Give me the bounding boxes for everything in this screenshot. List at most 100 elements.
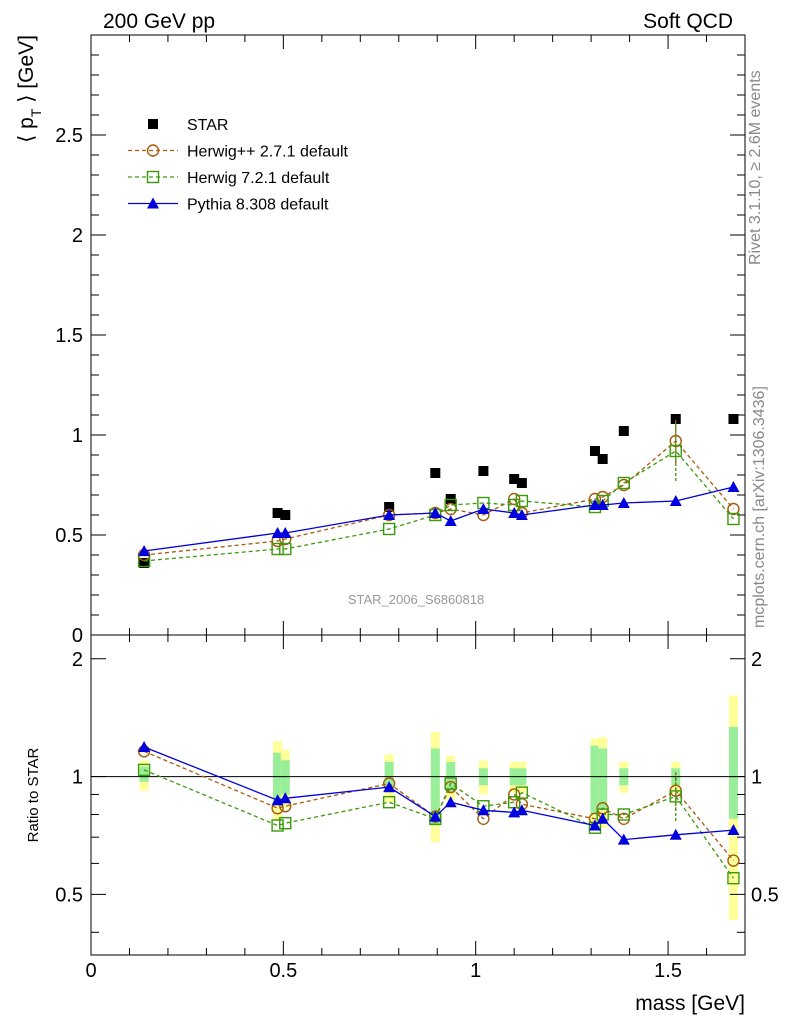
data-point — [670, 414, 681, 424]
band-stat — [280, 760, 290, 795]
data-point — [617, 808, 631, 821]
ylabel-open: ⟨ p — [15, 117, 38, 143]
ylabel-sub: T — [28, 108, 44, 117]
x-tick-label: 1 — [470, 960, 481, 982]
y-tick-label: 0.5 — [55, 884, 83, 906]
data-point — [279, 527, 292, 538]
data-point — [429, 507, 442, 518]
data-point — [383, 509, 396, 520]
data-point — [727, 481, 740, 492]
data-point — [444, 515, 457, 526]
legend-label: Herwig++ 2.7.1 default — [187, 144, 349, 161]
data-point — [516, 478, 527, 488]
data-point — [272, 508, 283, 518]
band-stat — [598, 748, 608, 811]
data-point — [138, 741, 151, 752]
band-stat — [139, 766, 149, 782]
header-left: 200 GeV pp — [103, 10, 215, 33]
data-point — [617, 476, 631, 490]
labels: 200 GeV pp Soft QCD STAR_2006_S6860818 R… — [15, 10, 768, 1015]
data-point — [589, 446, 600, 456]
y-tick-label: 0 — [72, 625, 83, 647]
rivet-version: Rivet 3.1.10, ≥ 2.6M events — [747, 70, 764, 265]
data-point — [383, 781, 396, 793]
band-stat — [590, 745, 600, 815]
data-point — [617, 833, 630, 845]
data-point — [508, 507, 521, 518]
data-point — [271, 542, 284, 556]
data-point — [382, 796, 396, 809]
x-tick-label: 1.5 — [654, 960, 682, 982]
y-tick-label: 0.5 — [55, 525, 83, 547]
legend-label: STAR — [187, 117, 228, 134]
series-line — [143, 746, 734, 841]
main-panel: 0 0.5 1 1.5 2 2.5 STAR Herwig++ 2.7.1 default He… — [55, 34, 746, 647]
data-point — [137, 763, 151, 777]
data-point — [444, 498, 457, 512]
data-point — [384, 502, 395, 512]
data-point — [429, 810, 442, 822]
data-point — [279, 817, 292, 830]
ratio-panel: 0.5 0.5 1 1 2 2 0 0.5 1 1.5 — [55, 634, 779, 982]
y-tick-label: 2 — [72, 649, 83, 671]
ratio-ylabel: Ratio to STAR — [25, 747, 42, 842]
series-line — [144, 440, 734, 556]
header-right: Soft QCD — [643, 10, 733, 33]
legend-marker — [147, 197, 159, 209]
data-point — [727, 854, 740, 867]
main-ylabel: ⟨ pT ⟩ [GeV] — [15, 35, 44, 143]
y-tick-label: 1 — [72, 767, 83, 789]
band-stat — [446, 761, 456, 793]
band-stat — [273, 752, 283, 805]
data-point — [727, 824, 740, 836]
legend-marker — [146, 144, 160, 157]
series-0 — [139, 414, 739, 568]
series-3 — [138, 481, 740, 556]
data-point — [727, 871, 740, 885]
data-point — [279, 792, 292, 804]
series-line — [144, 486, 734, 552]
data-point — [382, 522, 396, 536]
data-point — [509, 474, 520, 484]
mcplots-credit: mcplots.cern.ch [arXiv:1306.3436] — [751, 386, 768, 628]
y-tick-label: 1 — [72, 425, 83, 447]
data-point — [669, 495, 682, 506]
series-line — [143, 769, 735, 879]
y-tick-label-right: 0.5 — [751, 884, 779, 906]
data-point — [596, 812, 609, 824]
data-point — [515, 509, 528, 520]
data-point — [477, 804, 490, 816]
data-point — [271, 527, 284, 538]
y-tick-label-right: 2 — [751, 649, 762, 671]
data-point — [477, 503, 490, 514]
data-point — [430, 468, 441, 478]
series-2 — [138, 741, 740, 845]
y-tick-label: 2.5 — [55, 125, 83, 147]
uncertainty-bands — [139, 695, 738, 921]
legend-marker — [146, 170, 160, 184]
xlabel: mass [GeV] — [635, 992, 745, 1015]
legend-marker — [148, 119, 158, 129]
data-point — [669, 444, 682, 458]
y-tick-label-right: 1 — [751, 767, 762, 789]
data-point — [279, 542, 292, 556]
data-point — [617, 497, 630, 508]
y-tick-label: 2 — [72, 225, 83, 247]
data-point — [669, 828, 682, 840]
y-tick-label: 1.5 — [55, 325, 83, 347]
data-point — [444, 796, 457, 808]
legend-label: Herwig 7.2.1 default — [187, 170, 330, 187]
data-point — [596, 499, 609, 510]
band-stat — [728, 726, 738, 819]
data-point — [507, 788, 521, 801]
ylabel-close: ⟩ [GeV] — [15, 35, 38, 109]
data-point — [139, 558, 150, 568]
data-point — [588, 819, 601, 831]
data-point — [669, 790, 682, 803]
band-stat — [384, 761, 394, 793]
data-point — [727, 502, 740, 516]
x-tick-label: 0 — [85, 960, 96, 982]
band-stat — [430, 748, 440, 826]
x-tick-label: 0.5 — [269, 960, 297, 982]
watermark: STAR_2006_S6860818 — [348, 592, 484, 607]
